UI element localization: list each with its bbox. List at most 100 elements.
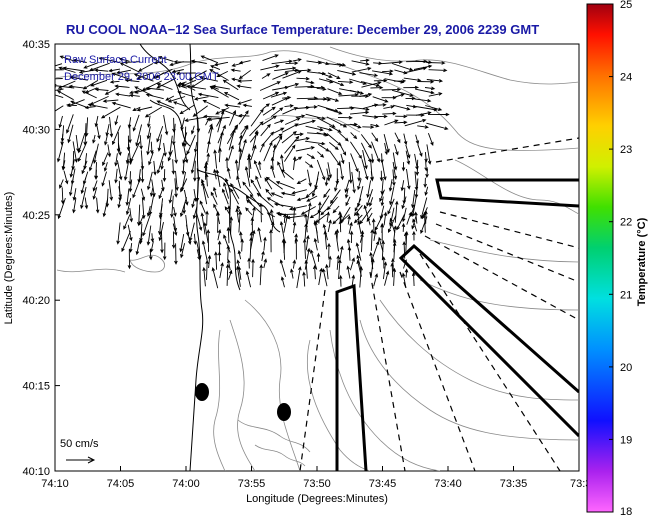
current-vector-arrow (262, 54, 279, 62)
current-vector-arrow (217, 124, 226, 144)
current-vector-arrow (351, 171, 356, 194)
current-vector-arrow (135, 124, 143, 147)
current-vector-arrow (271, 59, 293, 65)
current-vector-arrow (373, 273, 379, 287)
current-vector-arrow (61, 160, 66, 171)
current-vector-arrow (372, 96, 389, 103)
current-vector-arrow (394, 69, 408, 75)
current-vector-arrow (371, 218, 376, 235)
current-vector-arrow (326, 168, 331, 182)
current-vector-arrow (362, 125, 375, 129)
current-vector-arrow (227, 258, 231, 271)
current-vector-arrow (405, 144, 411, 159)
current-vector-arrow (336, 254, 341, 270)
current-vector-arrow (55, 63, 63, 67)
current-vector-arrow (216, 211, 220, 233)
current-vector-arrow (403, 85, 420, 90)
current-vector-arrow (179, 234, 185, 253)
current-vector-arrow (424, 186, 429, 197)
current-vector-arrow (205, 259, 209, 280)
current-vector-arrow (226, 226, 231, 244)
shipping-lane-lines (299, 137, 579, 471)
current-vector-arrow (317, 151, 325, 158)
current-vector-arrow (250, 144, 257, 161)
current-vector-arrow (252, 129, 259, 151)
current-vector-arrow (327, 162, 332, 179)
current-vector-arrow (426, 144, 432, 165)
current-vector-arrow (253, 159, 262, 179)
current-vector-arrow (280, 276, 285, 288)
current-vector-arrow (323, 188, 331, 199)
current-vector-arrow (327, 88, 343, 95)
current-vector-arrow (177, 90, 196, 98)
current-vector-arrow (361, 81, 382, 88)
current-vector-arrow (368, 197, 374, 207)
current-vector-arrow (172, 223, 178, 236)
current-vector-arrow (202, 100, 221, 109)
current-vector-arrow (366, 189, 373, 207)
current-vector-arrow (193, 233, 197, 245)
current-vector-arrow (153, 160, 157, 176)
current-vector-arrow (129, 93, 140, 98)
current-vector-arrow (217, 110, 225, 133)
current-vector-arrow (69, 159, 75, 178)
current-vector-arrow (296, 178, 307, 184)
current-vector-arrow (359, 266, 363, 288)
colorbar-tick-label: 21 (620, 289, 632, 301)
current-vector-arrow (347, 215, 351, 225)
current-vector-arrow (401, 207, 407, 223)
current-vector-arrow (381, 60, 403, 65)
current-vector-arrow (217, 240, 222, 253)
current-vector-arrow (360, 58, 370, 63)
current-vector-arrow (392, 161, 398, 181)
current-vector-arrow (388, 179, 393, 192)
current-vector-arrow (366, 180, 372, 199)
current-vector-arrow (156, 153, 165, 174)
current-vector-arrow (426, 122, 449, 131)
current-vector-arrow (101, 171, 107, 187)
current-vector-arrow (210, 65, 221, 71)
current-vector-arrow (146, 126, 151, 140)
current-vector-arrow (373, 114, 388, 119)
current-vector-arrow (361, 159, 369, 181)
current-vector-arrow (60, 187, 65, 205)
current-vector-arrow (423, 177, 427, 189)
current-vector-arrow (125, 188, 130, 207)
current-vector-arrow (266, 212, 275, 218)
current-vector-arrow (370, 85, 384, 90)
colorbar-tick-label: 20 (620, 362, 632, 374)
current-vector-arrow (210, 191, 218, 205)
current-vector-arrow (370, 228, 374, 251)
current-vector-arrow (354, 198, 362, 212)
current-vector-arrow (240, 238, 244, 252)
current-vector-arrow (236, 84, 252, 89)
current-vector-arrow (146, 225, 152, 246)
current-vector-arrow (176, 84, 188, 89)
current-vector-arrow (383, 105, 395, 109)
x-tick-label: 73:3 (570, 478, 591, 490)
current-vector-arrow (109, 116, 114, 138)
y-tick-labels: 40:35 40:30 40:25 40:20 40:15 40:10 (22, 39, 50, 478)
current-vector-arrow (200, 55, 219, 64)
figure-title: RU COOL NOAA−12 Sea Surface Temperature:… (66, 22, 539, 37)
colorbar-tick-marks (609, 3, 613, 513)
current-vector-arrow (312, 264, 317, 280)
current-vector-arrow (202, 266, 206, 287)
current-vector-arrow (77, 141, 88, 163)
current-vector-arrow (237, 249, 242, 260)
current-vector-arrow (380, 196, 385, 207)
legend-current-label: Raw Surface Current (64, 54, 167, 66)
current-vector-arrow (163, 115, 169, 136)
current-vector-arrow (128, 179, 133, 193)
current-vector-arrow (334, 230, 339, 252)
current-vector-arrow (326, 211, 330, 223)
current-vector-arrow (171, 123, 176, 146)
current-vector-arrow (280, 154, 285, 172)
current-vector-arrow (393, 79, 407, 83)
colorbar-tick-label: 25 (620, 0, 632, 11)
current-vector-arrow (132, 177, 142, 199)
current-vector-arrow (273, 202, 294, 208)
current-vector-arrow (55, 83, 75, 89)
current-vector-arrow (317, 143, 330, 152)
current-vector-arrow (247, 257, 251, 269)
